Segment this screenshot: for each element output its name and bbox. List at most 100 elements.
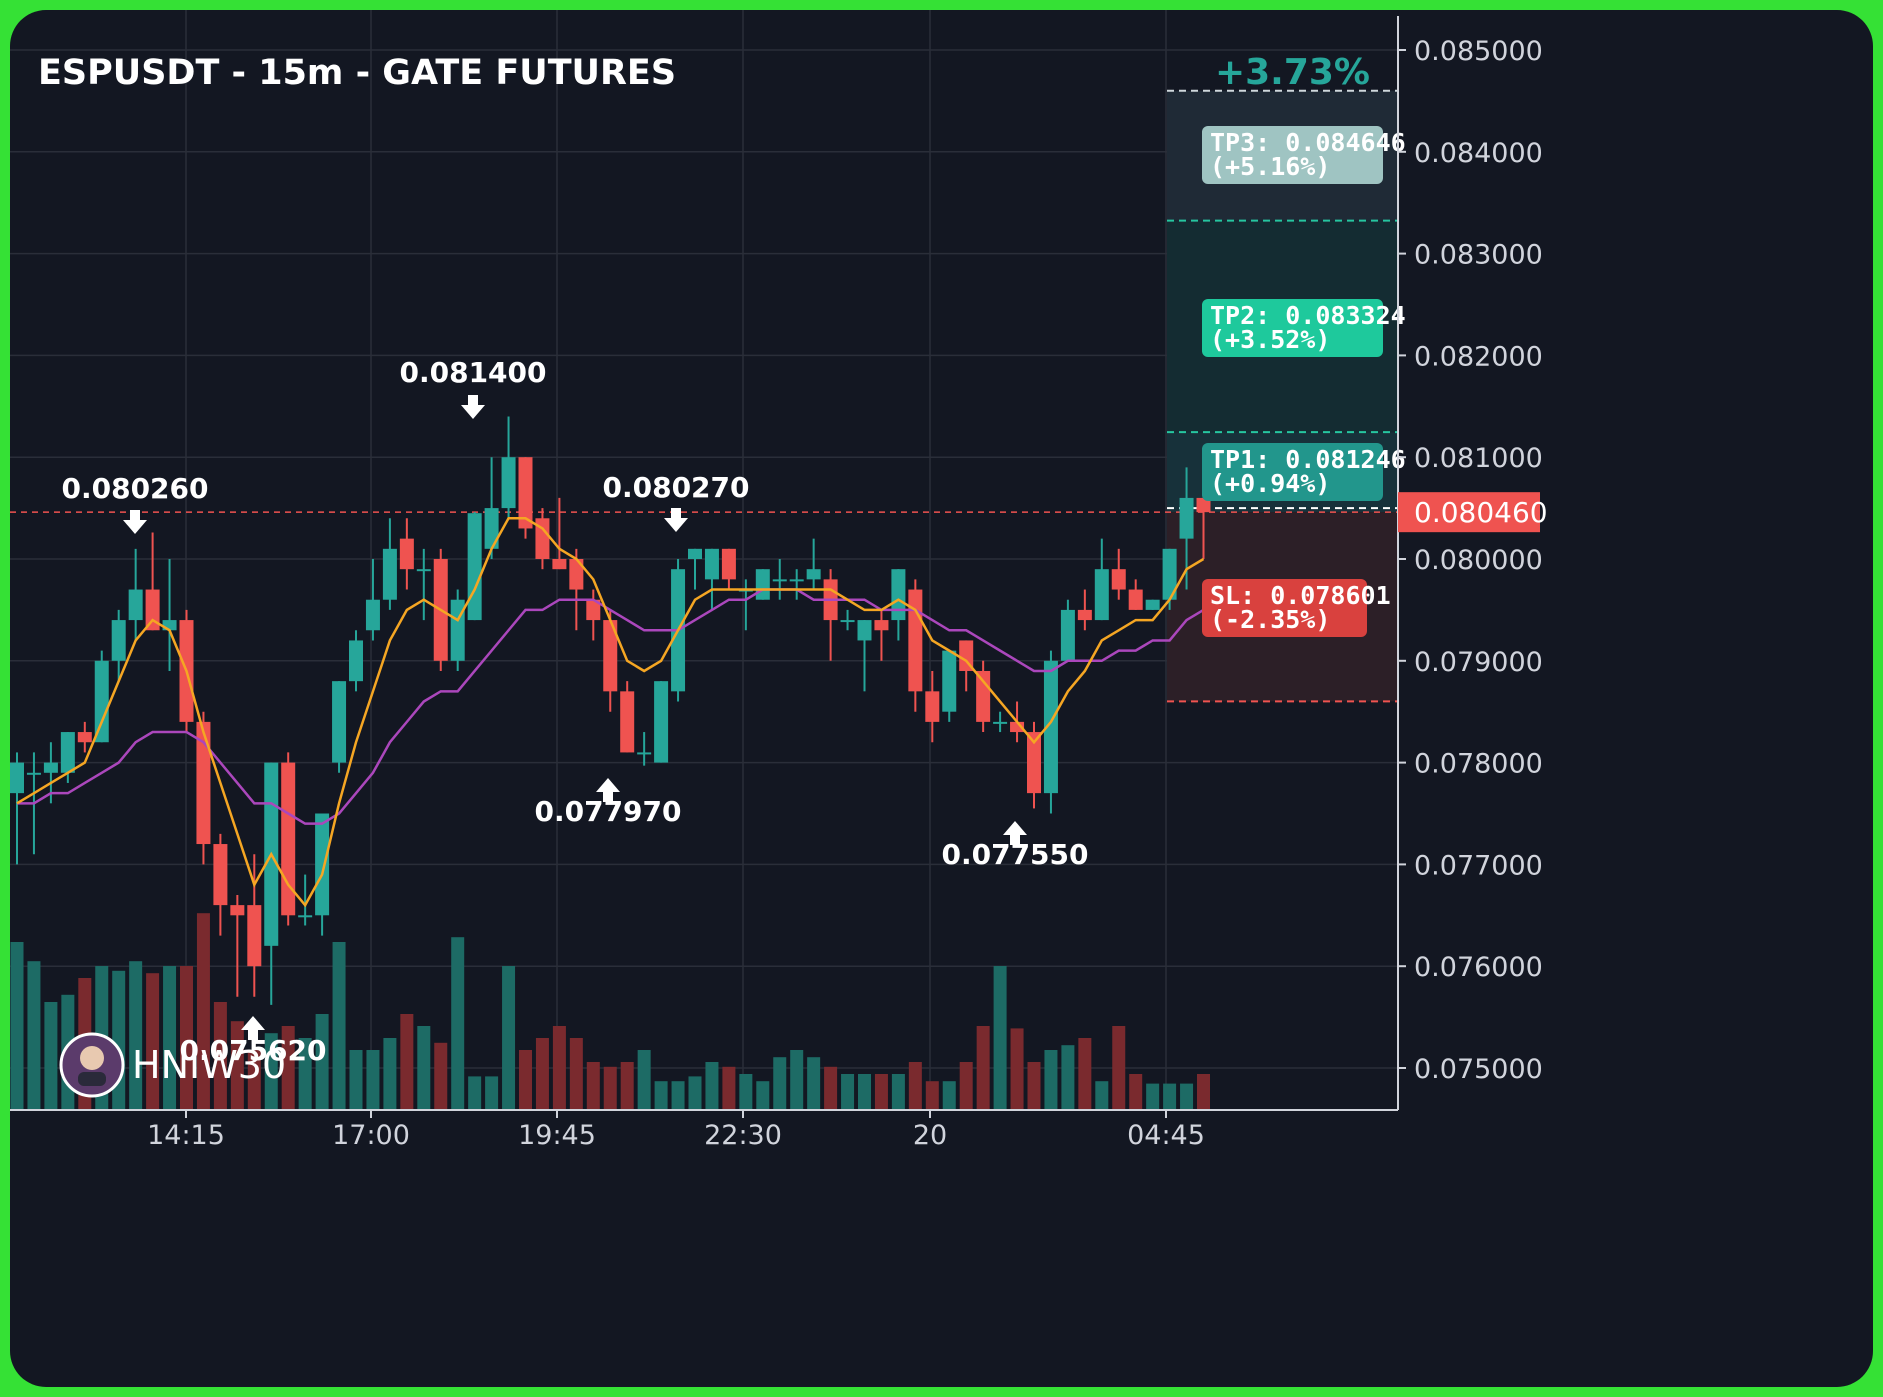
price-annotations: 0.0802600.0814000.0802700.0779700.077550…	[61, 52, 1405, 1067]
axes: 0.085000 0.084000 0.083000 0.082000 0.081000…	[10, 16, 1548, 1151]
x-tick-label: 19:45	[518, 1120, 596, 1151]
volume-bar	[841, 1074, 855, 1110]
candle-body	[501, 457, 516, 509]
avatar-body	[78, 1072, 106, 1086]
y-tick-label: 0.075000	[1414, 1054, 1543, 1085]
candle-body	[535, 518, 550, 559]
candle-body	[942, 650, 957, 712]
candle-body	[620, 691, 635, 753]
volume-bar	[366, 1050, 380, 1110]
candle-body	[1027, 732, 1041, 794]
volume-bar	[942, 1081, 956, 1110]
x-tick-label: 17:00	[332, 1120, 410, 1151]
volume-bar	[756, 1081, 770, 1110]
candle-body	[552, 559, 567, 570]
tp2-label-bg	[1202, 299, 1383, 357]
volume-bar	[569, 1038, 583, 1110]
volume-bar	[180, 966, 193, 1110]
volume-bar	[722, 1066, 736, 1110]
tp2-label-text: (+3.52%)	[1210, 325, 1330, 354]
candle-body	[247, 905, 262, 967]
volume-bar	[400, 1014, 414, 1110]
volume-bar	[10, 942, 24, 1110]
pct-label: +3.73%	[1215, 52, 1370, 93]
volume-bar	[552, 1026, 566, 1110]
ema-slow-line	[17, 588, 1205, 825]
candle-body	[145, 589, 160, 631]
volume-bar	[519, 1050, 532, 1110]
watermark: HNIW30	[59, 1032, 286, 1098]
volume-bar	[858, 1074, 871, 1110]
tp3-label-text: TP3: 0.084646	[1210, 128, 1406, 157]
volume-bar	[1197, 1074, 1210, 1110]
candle-body	[688, 548, 702, 559]
candle-body	[721, 548, 736, 580]
candle-body	[925, 691, 940, 722]
x-tick-label: 22:30	[704, 1120, 782, 1151]
volume-bar	[535, 1038, 549, 1110]
volume-bar	[247, 1050, 261, 1110]
volume-bar	[705, 1062, 719, 1110]
candle-body	[908, 589, 923, 692]
arrow-up-icon	[596, 778, 620, 802]
volume-bar	[315, 1014, 329, 1110]
y-tick-label: 0.079000	[1414, 647, 1543, 678]
volume-bars	[10, 913, 1210, 1110]
candle-body	[891, 569, 906, 621]
arrow-up-icon	[241, 1016, 265, 1040]
arrow-up-icon	[1003, 821, 1027, 845]
candle-body	[213, 844, 228, 906]
volume-bar	[739, 1074, 753, 1110]
candle-body	[1179, 497, 1194, 539]
volume-bar	[468, 1076, 482, 1110]
volume-bar	[502, 966, 516, 1110]
candle-body	[60, 732, 75, 773]
volume-bar	[264, 1033, 278, 1110]
volume-bar	[129, 961, 143, 1110]
tp1-label: TP1: 0.081246(+0.94%)	[1202, 443, 1406, 501]
candle-body	[332, 681, 347, 763]
candle-body	[840, 620, 855, 623]
volume-bar	[112, 970, 126, 1110]
y-tick-label: 0.085000	[1414, 36, 1543, 67]
volume-bar	[1095, 1081, 1109, 1110]
candle-body	[857, 620, 872, 641]
ema-fast-line	[16, 517, 1205, 908]
volume-bar	[383, 1038, 397, 1110]
candle-body	[196, 721, 211, 845]
candle-body	[518, 457, 533, 529]
candle-body	[1060, 609, 1075, 661]
candle-body	[874, 620, 889, 631]
trade-levels	[10, 89, 1398, 703]
arrow-down-icon	[123, 510, 147, 534]
y-tick-label: 0.076000	[1414, 952, 1543, 983]
volume-bar	[298, 1038, 312, 1110]
volume-bar	[993, 966, 1007, 1110]
candle-body	[1162, 548, 1177, 600]
volume-bar	[230, 1021, 244, 1110]
candle-body	[484, 508, 499, 549]
volume-bar	[586, 1062, 600, 1110]
candle-body	[416, 569, 431, 572]
tp3-label: TP3: 0.084646(+5.16%)	[1202, 126, 1406, 184]
volume-bar	[688, 1076, 702, 1110]
volume-bar	[790, 1050, 804, 1110]
volume-bar	[654, 1081, 668, 1110]
candle-body	[94, 660, 109, 743]
candle-body	[1111, 569, 1126, 590]
candle-body	[586, 599, 601, 621]
candle-body	[772, 579, 787, 582]
candle-body	[1077, 609, 1092, 621]
current-price-label: 0.080460	[1414, 496, 1548, 529]
x-tick-label: 20	[913, 1120, 947, 1151]
chart-frame: 0.080260 0.081400 0.080270 0.077970 0.077550…	[10, 10, 1873, 1387]
candle-body	[1196, 497, 1211, 513]
candle-body	[603, 620, 618, 692]
volume-bar	[349, 1050, 363, 1110]
y-tick-label: 0.080000	[1414, 545, 1543, 576]
candle-body	[1010, 721, 1025, 733]
candle-body	[806, 569, 821, 580]
candle-body	[128, 589, 143, 621]
volume-bar	[1044, 1050, 1058, 1110]
y-tick-label: 0.083000	[1414, 240, 1543, 271]
